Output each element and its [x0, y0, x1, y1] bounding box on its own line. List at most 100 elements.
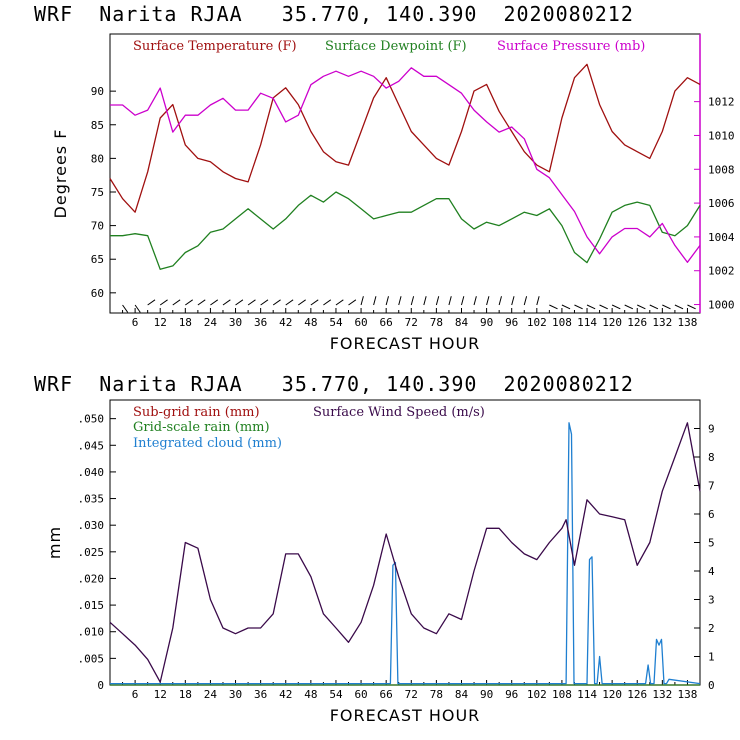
wind-barb: [435, 296, 440, 306]
x-tick-label: 120: [602, 688, 622, 701]
y-axis-label: mm: [45, 526, 64, 559]
series-line-3: [109, 422, 701, 683]
y2-tick-label: 1: [708, 651, 715, 664]
y2-tick-label: 4: [708, 565, 715, 578]
x-tick-label: 42: [279, 316, 292, 329]
series-line-0: [109, 63, 701, 213]
wind-barb: [348, 299, 357, 306]
x-tick-label: 132: [652, 316, 672, 329]
wind-barb: [172, 299, 181, 306]
wind-barb: [486, 296, 490, 306]
wind-barb: [511, 296, 515, 306]
y2-tick-label: 1004: [708, 231, 735, 244]
wind-barb: [373, 296, 377, 306]
x-tick-label: 42: [279, 688, 292, 701]
wind-barb: [185, 299, 193, 306]
legend-entry: Sub-grid rain (mm): [133, 405, 260, 420]
y-tick-label: 65: [91, 253, 104, 266]
x-axis-label: FORECAST HOUR: [330, 706, 481, 725]
x-tick-label: 60: [354, 316, 367, 329]
y-tick-label: 70: [91, 220, 104, 233]
y-axis-label: Degrees F: [51, 129, 70, 219]
series-line-2: [110, 422, 701, 685]
y2-tick-label: 8: [708, 451, 715, 464]
wind-barb: [272, 299, 281, 306]
x-tick-label: 72: [405, 316, 418, 329]
top-chart-title: WRF Narita RJAA 35.770, 140.390 20200802…: [34, 2, 634, 26]
wind-barb: [298, 299, 306, 306]
x-tick-label: 96: [505, 688, 518, 701]
wind-barb: [461, 296, 465, 306]
x-tick-label: 6: [132, 688, 139, 701]
wind-barb: [335, 299, 344, 306]
top-plot-frame: [109, 33, 701, 314]
wind-barb: [662, 304, 671, 310]
x-tick-label: 126: [627, 316, 647, 329]
y2-tick-label: 1012: [708, 96, 735, 109]
x-tick-label: 78: [430, 316, 443, 329]
y-tick-label: .040: [78, 466, 105, 479]
wind-barb: [624, 304, 634, 310]
x-tick-label: 54: [329, 688, 343, 701]
legend-entry: Grid-scale rain (mm): [133, 420, 270, 435]
y-tick-label: 60: [91, 287, 104, 300]
y-tick-label: 85: [91, 119, 104, 132]
y-tick-label: .035: [78, 493, 105, 506]
wind-barb: [687, 304, 696, 310]
x-tick-label: 18: [179, 688, 192, 701]
series-line-2: [110, 67, 701, 263]
x-tick-label: 54: [329, 316, 343, 329]
wind-barb: [197, 299, 206, 306]
x-tick-label: 138: [678, 316, 698, 329]
y-tick-label: 75: [91, 186, 104, 199]
wind-barb: [247, 299, 256, 306]
x-tick-label: 114: [577, 316, 597, 329]
wind-barb: [398, 296, 402, 306]
wind-barb: [134, 304, 141, 313]
x-tick-label: 126: [627, 688, 647, 701]
x-tick-label: 84: [455, 316, 469, 329]
wind-barb: [122, 304, 129, 313]
wind-barb: [523, 296, 528, 306]
y-tick-label: .005: [78, 652, 105, 665]
wind-barb: [410, 296, 415, 306]
x-tick-label: 60: [354, 688, 367, 701]
y2-tick-label: 7: [708, 480, 715, 493]
legend-entry: Integrated cloud (mm): [133, 436, 282, 451]
x-tick-label: 36: [254, 316, 267, 329]
y-tick-label: .010: [78, 626, 105, 639]
x-tick-label: 96: [505, 316, 518, 329]
wind-barb: [649, 304, 659, 310]
x-tick-label: 102: [527, 688, 547, 701]
y2-tick-label: 1010: [708, 129, 735, 142]
legend-entry: Surface Wind Speed (m/s): [313, 405, 485, 420]
x-tick-label: 30: [229, 688, 242, 701]
x-tick-label: 6: [132, 316, 139, 329]
wind-barb: [310, 299, 319, 306]
y2-tick-label: 2: [708, 622, 715, 635]
wind-barb: [360, 296, 364, 306]
y2-tick-label: 1006: [708, 197, 735, 210]
y2-tick-label: 6: [708, 508, 715, 521]
x-tick-label: 24: [204, 316, 218, 329]
wind-barb: [423, 296, 427, 306]
wind-barb: [536, 296, 540, 306]
y2-tick-label: 9: [708, 423, 715, 436]
x-tick-label: 120: [602, 316, 622, 329]
wind-barb: [147, 299, 156, 306]
wind-barb: [498, 296, 502, 306]
y-tick-label: 90: [91, 85, 104, 98]
wind-barb: [222, 299, 231, 306]
legend-entry: Surface Dewpoint (F): [325, 39, 467, 54]
top-plot-area: 6 12 18 24 30 36 42 48 54 60 66 72 78 84 90 96 102 108 114…: [51, 34, 735, 353]
x-tick-label: 84: [455, 688, 469, 701]
y2-tick-label: 1002: [708, 265, 735, 278]
x-tick-label: 72: [405, 688, 418, 701]
wind-barb: [235, 299, 244, 306]
wind-barb: [574, 304, 583, 310]
wind-barb: [260, 299, 269, 306]
y2-tick-label: 0: [708, 679, 715, 692]
x-tick-label: 12: [154, 316, 167, 329]
legend-entry: Surface Temperature (F): [133, 39, 297, 54]
